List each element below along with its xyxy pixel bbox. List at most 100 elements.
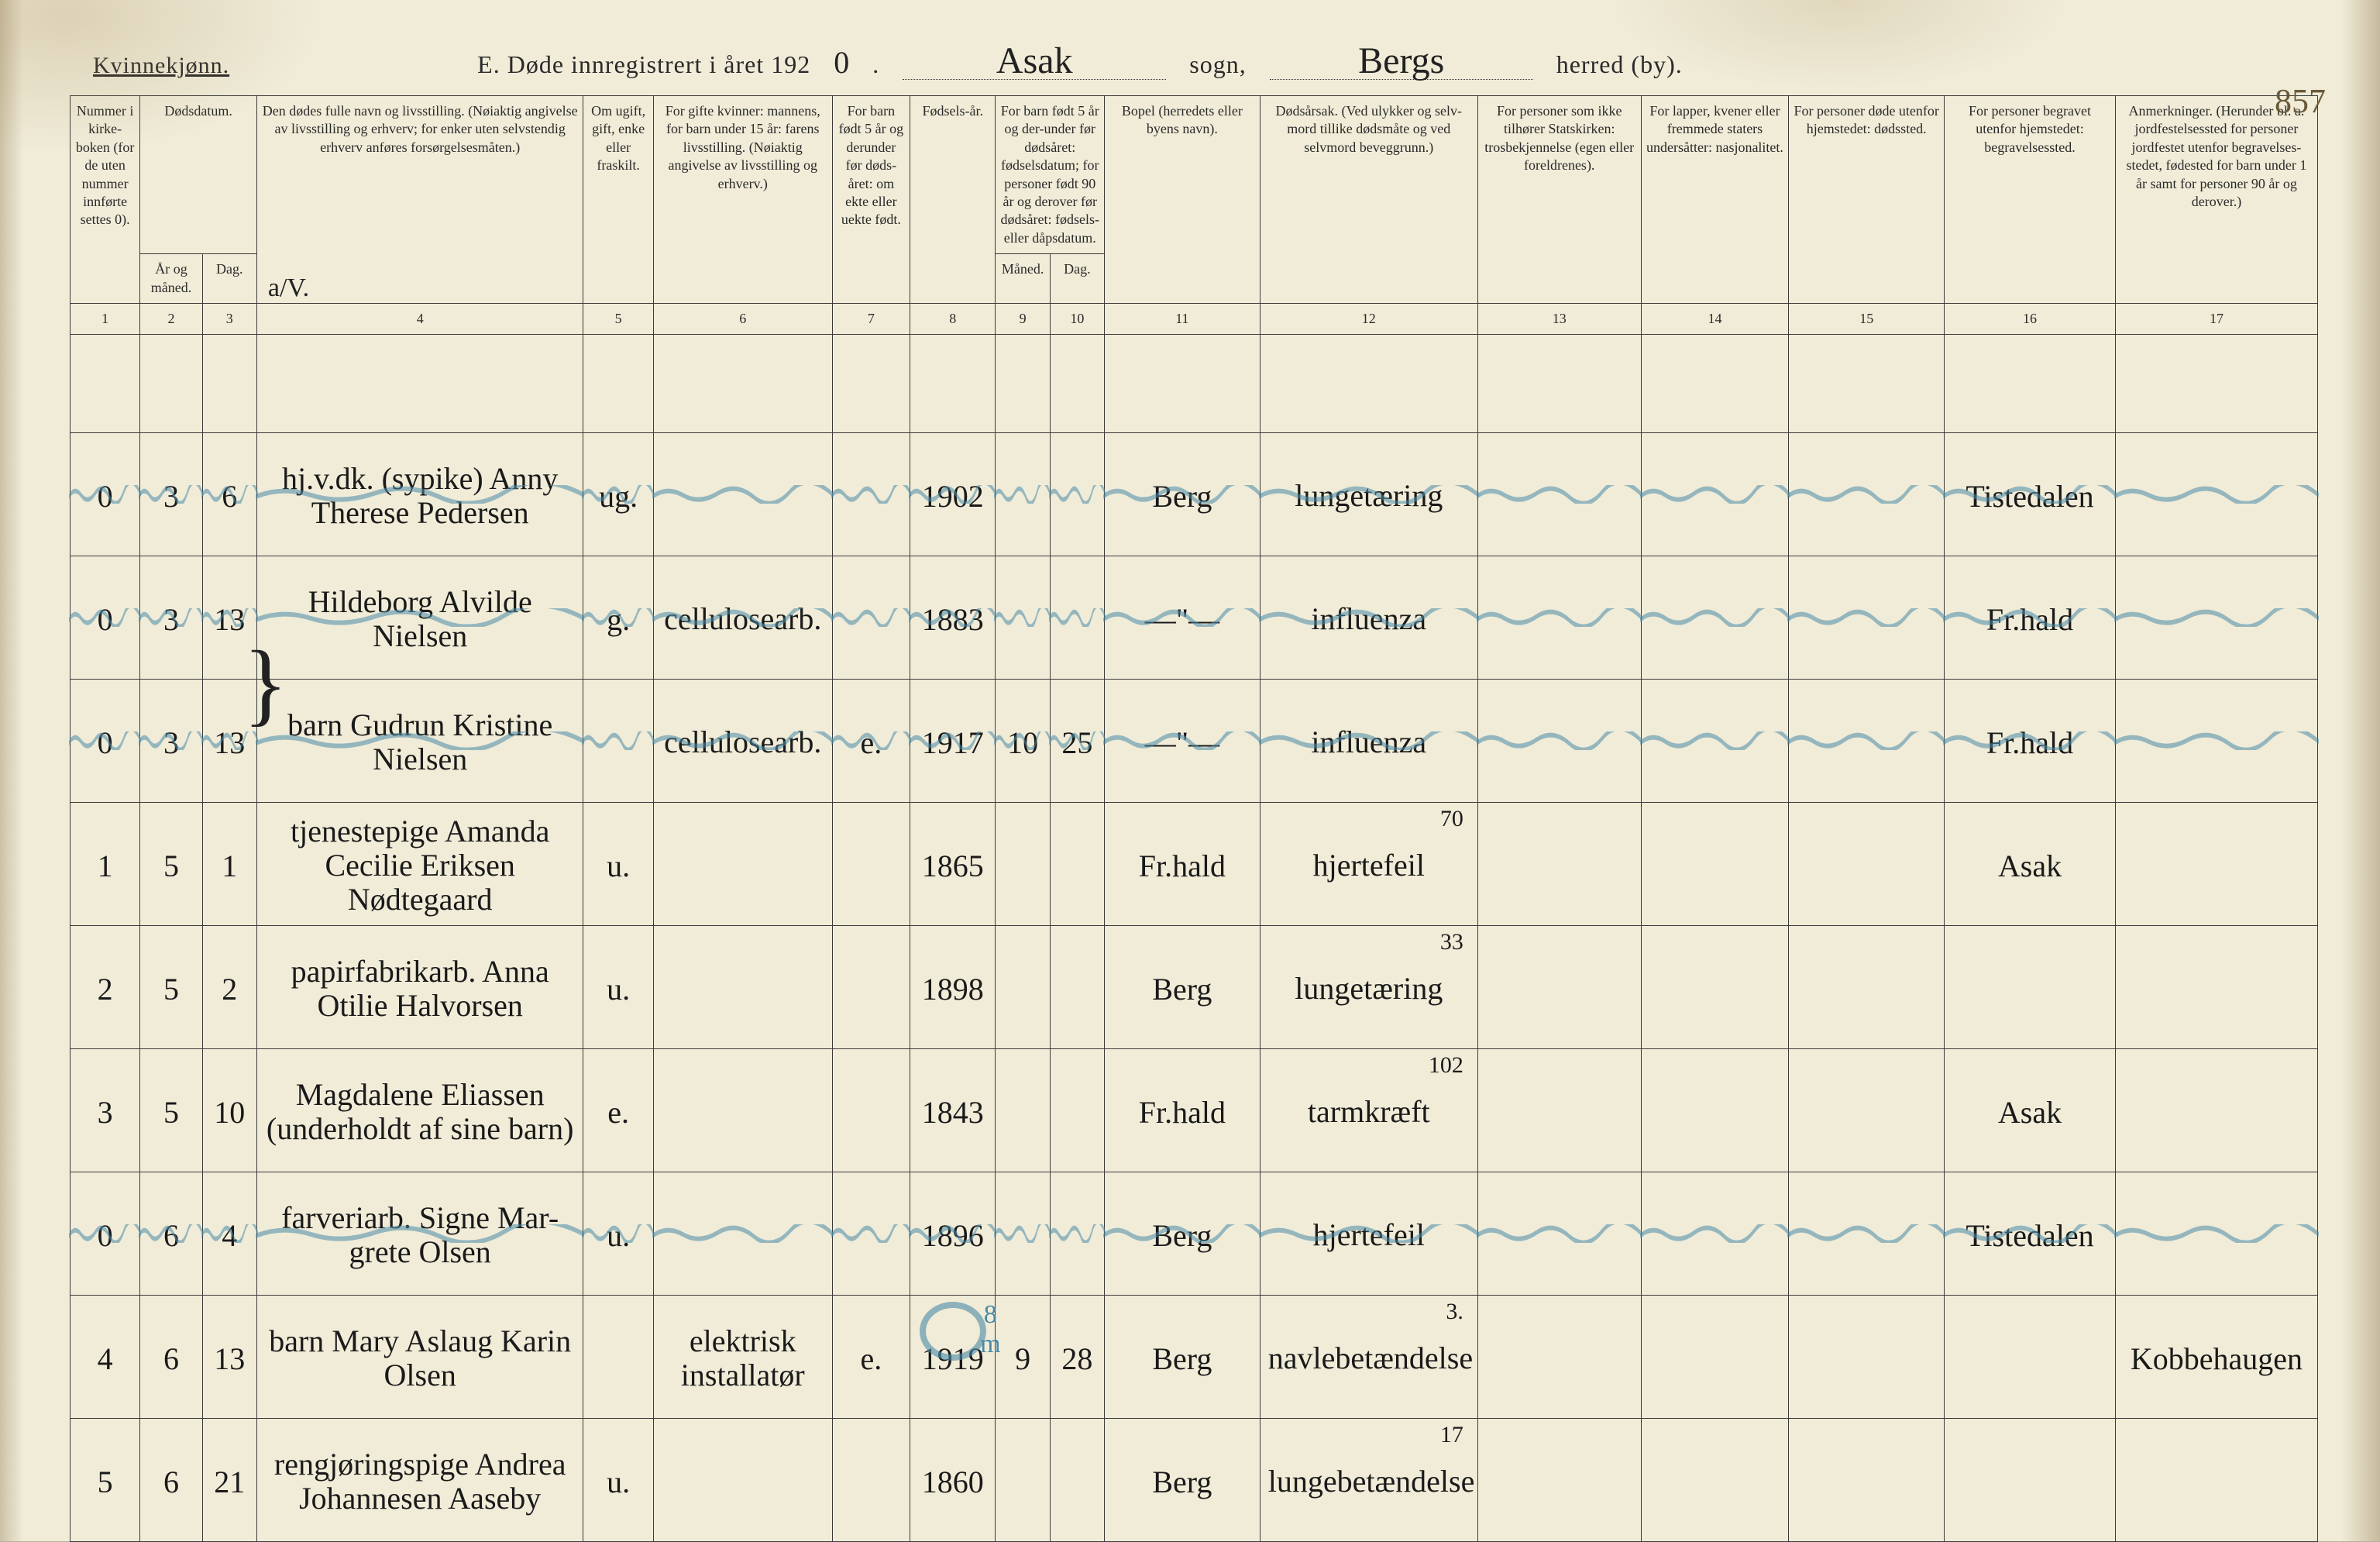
crayon-wave-mark xyxy=(994,731,1051,750)
crayon-wave-mark xyxy=(994,1224,1051,1243)
cell-leg xyxy=(832,335,910,433)
crayon-wave-mark xyxy=(909,1224,996,1243)
column-number: 6 xyxy=(653,303,832,334)
cell-mon: 6 xyxy=(140,1419,202,1542)
crayon-wave-mark xyxy=(582,608,654,627)
crayon-wave-mark xyxy=(909,608,996,627)
cell-yr: 1896 xyxy=(910,1172,996,1296)
herred-value: Bergs xyxy=(1358,40,1444,81)
cell-n: 0 xyxy=(71,556,140,680)
cell-c17 xyxy=(2115,680,2317,803)
cell-c17 xyxy=(2115,556,2317,680)
cell-c16 xyxy=(1945,926,2116,1049)
cell-leg xyxy=(832,1049,910,1172)
cell-c14 xyxy=(1641,803,1789,926)
cell-mon: 5 xyxy=(140,803,202,926)
crayon-wave-mark xyxy=(1049,1224,1106,1243)
cell-day: 10 xyxy=(202,1049,256,1172)
cell-mon: 3 xyxy=(140,680,202,803)
col-header: For barn født 5 år og derunder før døds-… xyxy=(832,96,910,304)
crayon-wave-mark xyxy=(256,608,585,627)
cell-c16 xyxy=(1945,1419,2116,1542)
cell-bd xyxy=(1050,335,1104,433)
cell-occ xyxy=(653,1172,832,1296)
cell-day: 21 xyxy=(202,1419,256,1542)
cell-mon: 3 xyxy=(140,433,202,556)
cell-c13 xyxy=(1477,1296,1641,1419)
cell-occ: cellulosearb. xyxy=(653,556,832,680)
col-subheader: Måned. xyxy=(996,254,1050,304)
table-row xyxy=(71,335,2318,433)
cell-c17 xyxy=(2115,433,2317,556)
cell-c17 xyxy=(2115,926,2317,1049)
crayon-wave-mark xyxy=(582,485,654,504)
crayon-wave-mark xyxy=(256,485,585,504)
crayon-wave-mark xyxy=(1103,608,1261,627)
crayon-wave-mark xyxy=(1103,485,1261,504)
crayon-wave-mark xyxy=(1259,608,1479,627)
cell-bd: 28 xyxy=(1050,1296,1104,1419)
crayon-wave-mark xyxy=(909,731,996,750)
col-subheader: År og måned. xyxy=(140,254,202,304)
cell-place: Berg xyxy=(1105,1296,1261,1419)
column-number: 4 xyxy=(256,303,583,334)
cell-leg: e. xyxy=(832,1296,910,1419)
col-header: Fødsels-år. xyxy=(910,96,996,304)
cell-day: 13 xyxy=(202,1296,256,1419)
table-row: 0313Hildeborg Alvilde Nielsen}g.cellulos… xyxy=(71,556,2318,680)
page-edge-shadow xyxy=(2341,0,2380,1541)
cell-c14 xyxy=(1641,1419,1789,1542)
cell-mon: 6 xyxy=(140,1296,202,1419)
crayon-wave-mark xyxy=(1259,1224,1479,1243)
year-suffix: 0 xyxy=(834,50,849,75)
crayon-wave-mark xyxy=(1787,608,1945,627)
cell-leg xyxy=(832,433,910,556)
cell-place: Fr.hald xyxy=(1105,1049,1261,1172)
cell-bm xyxy=(996,433,1050,556)
cell-place: Berg xyxy=(1105,433,1261,556)
page-header: Kvinnekjønn. E. Døde innregistrert i åre… xyxy=(70,46,2318,80)
crayon-wave-mark xyxy=(2114,608,2319,627)
cell-leg: e. xyxy=(832,680,910,803)
cell-c16: Tistedalen xyxy=(1945,1172,2116,1296)
table-row: 5621rengjøringspige Andrea Johannesen Aa… xyxy=(71,1419,2318,1542)
cell-c15 xyxy=(1789,1419,1945,1542)
cell-c16: Asak xyxy=(1945,803,2116,926)
ledger-page: 857 Kvinnekjønn. E. Døde innregistrert i… xyxy=(0,0,2380,1541)
col-header: Den dødes fulle navn og livsstilling. (N… xyxy=(256,96,583,304)
title-prefix: E. Døde innregistrert i året 192 xyxy=(477,50,810,79)
cell-day: 13 xyxy=(202,680,256,803)
cell-name: tjenestepige Amanda Cecilie Eriksen Nødt… xyxy=(256,803,583,926)
cell-name: barn Mary Aslaug Karin Olsen xyxy=(256,1296,583,1419)
crayon-wave-mark xyxy=(909,485,996,504)
column-number: 8 xyxy=(910,303,996,334)
superscript-note: 3. xyxy=(1446,1299,1463,1324)
column-number-row: 1234567891011121314151617 xyxy=(71,303,2318,334)
cell-cause xyxy=(1260,335,1477,433)
crayon-wave-mark xyxy=(201,1224,258,1243)
column-number: 12 xyxy=(1260,303,1477,334)
cell-place: Fr.hald xyxy=(1105,803,1261,926)
cell-bm xyxy=(996,556,1050,680)
cell-bm xyxy=(996,335,1050,433)
cell-mon: 5 xyxy=(140,926,202,1049)
herred-label: herred (by). xyxy=(1556,50,1683,79)
crayon-wave-mark xyxy=(1640,485,1790,504)
cell-c17 xyxy=(2115,1049,2317,1172)
table-head: Nummer i kirke-boken (for de uten nummer… xyxy=(71,96,2318,335)
cell-c14 xyxy=(1641,433,1789,556)
cell-leg xyxy=(832,1172,910,1296)
crayon-wave-mark xyxy=(139,608,203,627)
cell-c15 xyxy=(1789,556,1945,680)
crayon-wave-mark xyxy=(201,485,258,504)
cell-yr: 1883 xyxy=(910,556,996,680)
cell-occ xyxy=(653,803,832,926)
col-header: Anmerkninger. (Herunder bl. a. jordfeste… xyxy=(2115,96,2317,304)
cell-yr: 1843 xyxy=(910,1049,996,1172)
cell-stat: ug. xyxy=(583,433,653,556)
cell-n: 4 xyxy=(71,1296,140,1419)
cell-c16: Fr.hald xyxy=(1945,556,2116,680)
page-edge-shadow xyxy=(0,0,23,1541)
cell-c14 xyxy=(1641,680,1789,803)
col-header-text: Den dødes fulle navn og livsstilling. (N… xyxy=(263,103,578,155)
